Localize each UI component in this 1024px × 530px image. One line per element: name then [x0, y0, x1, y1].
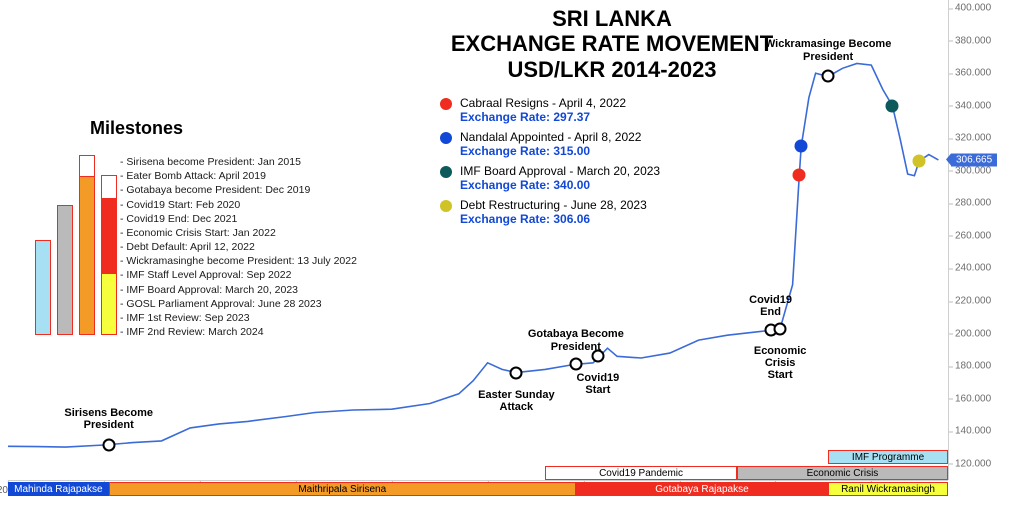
event-marker — [510, 366, 523, 379]
y-tick: 400.000 — [955, 3, 991, 14]
milestone-item: GOSL Parliament Approval: June 28 2023 — [120, 297, 357, 311]
y-tick: 260.000 — [955, 230, 991, 241]
debt-restructuring-marker — [913, 154, 926, 167]
nandalal-appointed-marker — [795, 140, 808, 153]
y-axis: 120.000 140.000 160.000 180.000 200.000 220.0… — [948, 0, 998, 480]
legend-label: IMF Board Approval - March 20, 2023 — [460, 164, 660, 178]
event-label: Gotabaya BecomePresident — [528, 328, 624, 352]
y-tick: 160.000 — [955, 393, 991, 404]
period-band: Ranil Wickramasingh — [828, 482, 948, 496]
milestones-heading: Milestones — [90, 118, 183, 139]
y-tick: 220.000 — [955, 296, 991, 307]
milestone-item: Economic Crisis Start: Jan 2022 — [120, 226, 357, 240]
period-band: Mahinda Rajapakse — [8, 482, 109, 496]
legend-item: IMF Board Approval - March 20, 2023Excha… — [440, 164, 660, 192]
event-label: Sirisens BecomePresident — [64, 407, 153, 431]
event-legend: Cabraal Resigns - April 4, 2022Exchange … — [440, 96, 660, 232]
legend-dot-icon — [440, 166, 452, 178]
period-band: Gotabaya Rajapakse — [576, 482, 828, 496]
legend-item: Cabraal Resigns - April 4, 2022Exchange … — [440, 96, 660, 124]
period-band: Covid19 Pandemic — [545, 466, 737, 480]
event-marker — [102, 439, 115, 452]
cabraal-resigns-marker — [793, 169, 806, 182]
y-tick: 180.000 — [955, 361, 991, 372]
legend-rate: Exchange Rate: 340.00 — [460, 178, 660, 192]
legend-rate: Exchange Rate: 297.37 — [460, 110, 626, 124]
legend-item: Nandalal Appointed - April 8, 2022Exchan… — [440, 130, 660, 158]
milestone-item: IMF Staff Level Approval: Sep 2022 — [120, 268, 357, 282]
legend-label: Nandalal Appointed - April 8, 2022 — [460, 130, 641, 144]
milestone-item: IMF 1st Review: Sep 2023 — [120, 311, 357, 325]
y-tick: 240.000 — [955, 263, 991, 274]
milestone-item: Gotabaya become President: Dec 2019 — [120, 183, 357, 197]
legend-rate: Exchange Rate: 315.00 — [460, 144, 641, 158]
event-label: Wickramasinge BecomePresident — [765, 38, 891, 62]
mini-bar — [101, 273, 117, 335]
imf-board-approval-marker — [886, 99, 899, 112]
event-marker — [774, 322, 787, 335]
mini-bar — [101, 175, 117, 199]
y-tick: 200.000 — [955, 328, 991, 339]
y-tick: 280.000 — [955, 198, 991, 209]
event-label: Covid19End — [749, 294, 792, 318]
y-tick: 120.000 — [955, 458, 991, 469]
last-price-tag: 306.665 — [951, 154, 997, 167]
milestone-item: Sirisena become President: Jan 2015 — [120, 155, 357, 169]
milestone-item: Eater Bomb Attack: April 2019 — [120, 169, 357, 183]
legend-rate: Exchange Rate: 306.06 — [460, 212, 647, 226]
period-band: Maithripala Sirisena — [109, 482, 576, 496]
legend-label: Cabraal Resigns - April 4, 2022 — [460, 96, 626, 110]
period-band: Economic Crisis — [737, 466, 948, 480]
legend-label: Debt Restructuring - June 28, 2023 — [460, 198, 647, 212]
milestone-item: Wickramasinghe become President: 13 July… — [120, 254, 357, 268]
y-tick: 340.000 — [955, 100, 991, 111]
y-tick: 320.000 — [955, 133, 991, 144]
legend-dot-icon — [440, 98, 452, 110]
y-tick: 360.000 — [955, 68, 991, 79]
event-marker — [591, 350, 604, 363]
event-label: Easter SundayAttack — [478, 389, 554, 413]
milestone-item: Covid19 End: Dec 2021 — [120, 212, 357, 226]
y-tick: 380.000 — [955, 35, 991, 46]
event-label: EconomicCrisisStart — [754, 345, 807, 381]
period-band: IMF Programme — [828, 450, 948, 464]
mini-bar — [79, 155, 95, 177]
legend-dot-icon — [440, 132, 452, 144]
milestone-item: Debt Default: April 12, 2022 — [120, 240, 357, 254]
milestones-mini-bars — [35, 155, 125, 335]
milestones-list: Sirisena become President: Jan 2015Eater… — [120, 155, 357, 339]
mini-bar — [57, 205, 73, 335]
milestone-item: Covid19 Start: Feb 2020 — [120, 198, 357, 212]
y-tick: 140.000 — [955, 426, 991, 437]
legend-item: Debt Restructuring - June 28, 2023Exchan… — [440, 198, 660, 226]
event-marker — [822, 70, 835, 83]
milestone-item: IMF Board Approval: March 20, 2023 — [120, 283, 357, 297]
event-label: Covid19Start — [576, 372, 619, 396]
y-tick: 300.000 — [955, 165, 991, 176]
legend-dot-icon — [440, 200, 452, 212]
mini-bar — [79, 155, 95, 335]
event-marker — [569, 358, 582, 371]
milestone-item: IMF 2nd Review: March 2024 — [120, 325, 357, 339]
mini-bar — [35, 240, 51, 335]
